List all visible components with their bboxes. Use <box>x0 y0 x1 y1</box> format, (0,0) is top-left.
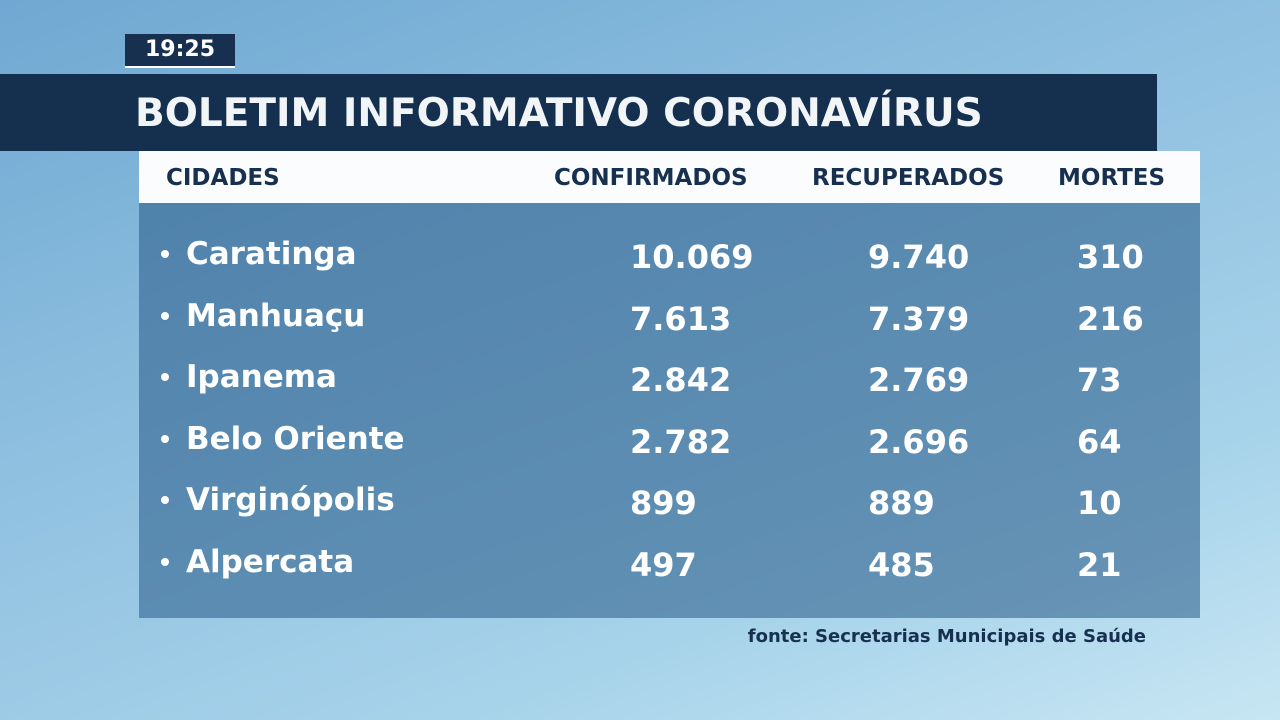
confirmed-cell: 2.782 <box>630 422 732 461</box>
deaths-cell: 310 <box>1077 238 1144 276</box>
clock: 19:25 <box>125 34 235 68</box>
recovered-cell: 2.769 <box>868 361 970 399</box>
title: BOLETIM INFORMATIVO CORONAVÍRUS <box>135 91 983 136</box>
recovered-cell: 9.740 <box>868 238 970 276</box>
bullet <box>161 496 169 504</box>
source: fonte: Secretarias Municipais de Saúde <box>747 626 1146 647</box>
column-header: CIDADES <box>166 165 280 191</box>
confirmed-cell: 10.069 <box>630 238 754 276</box>
column-header: MORTES <box>1058 165 1166 191</box>
bullet <box>161 557 169 566</box>
recovered-cell: 485 <box>868 545 935 584</box>
recovered-cell: 2.696 <box>868 422 970 461</box>
city-cell: Caratinga <box>186 236 357 272</box>
table-header <box>139 151 1200 203</box>
table-body <box>139 203 1200 618</box>
deaths-cell: 64 <box>1077 422 1122 461</box>
recovered-cell: 7.379 <box>868 299 970 338</box>
confirmed-cell: 497 <box>630 545 697 584</box>
bullet <box>161 311 169 320</box>
confirmed-cell: 2.842 <box>630 361 732 399</box>
recovered-cell: 889 <box>868 484 935 522</box>
bullet <box>161 373 169 381</box>
city-cell: Manhuaçu <box>186 297 366 334</box>
city-cell: Alpercata <box>186 543 355 580</box>
bullet <box>161 250 169 258</box>
confirmed-cell: 7.613 <box>630 299 732 338</box>
city-cell: Ipanema <box>186 359 337 395</box>
bullet <box>161 434 169 443</box>
city-cell: Belo Oriente <box>186 420 405 457</box>
deaths-cell: 21 <box>1077 545 1122 584</box>
column-header: RECUPERADOS <box>812 165 1005 191</box>
column-header: CONFIRMADOS <box>554 165 748 191</box>
deaths-cell: 73 <box>1077 361 1122 399</box>
confirmed-cell: 899 <box>630 484 697 522</box>
city-cell: Virginópolis <box>186 482 395 518</box>
deaths-cell: 10 <box>1077 484 1122 522</box>
deaths-cell: 216 <box>1077 299 1144 338</box>
title-bar <box>0 74 1157 151</box>
